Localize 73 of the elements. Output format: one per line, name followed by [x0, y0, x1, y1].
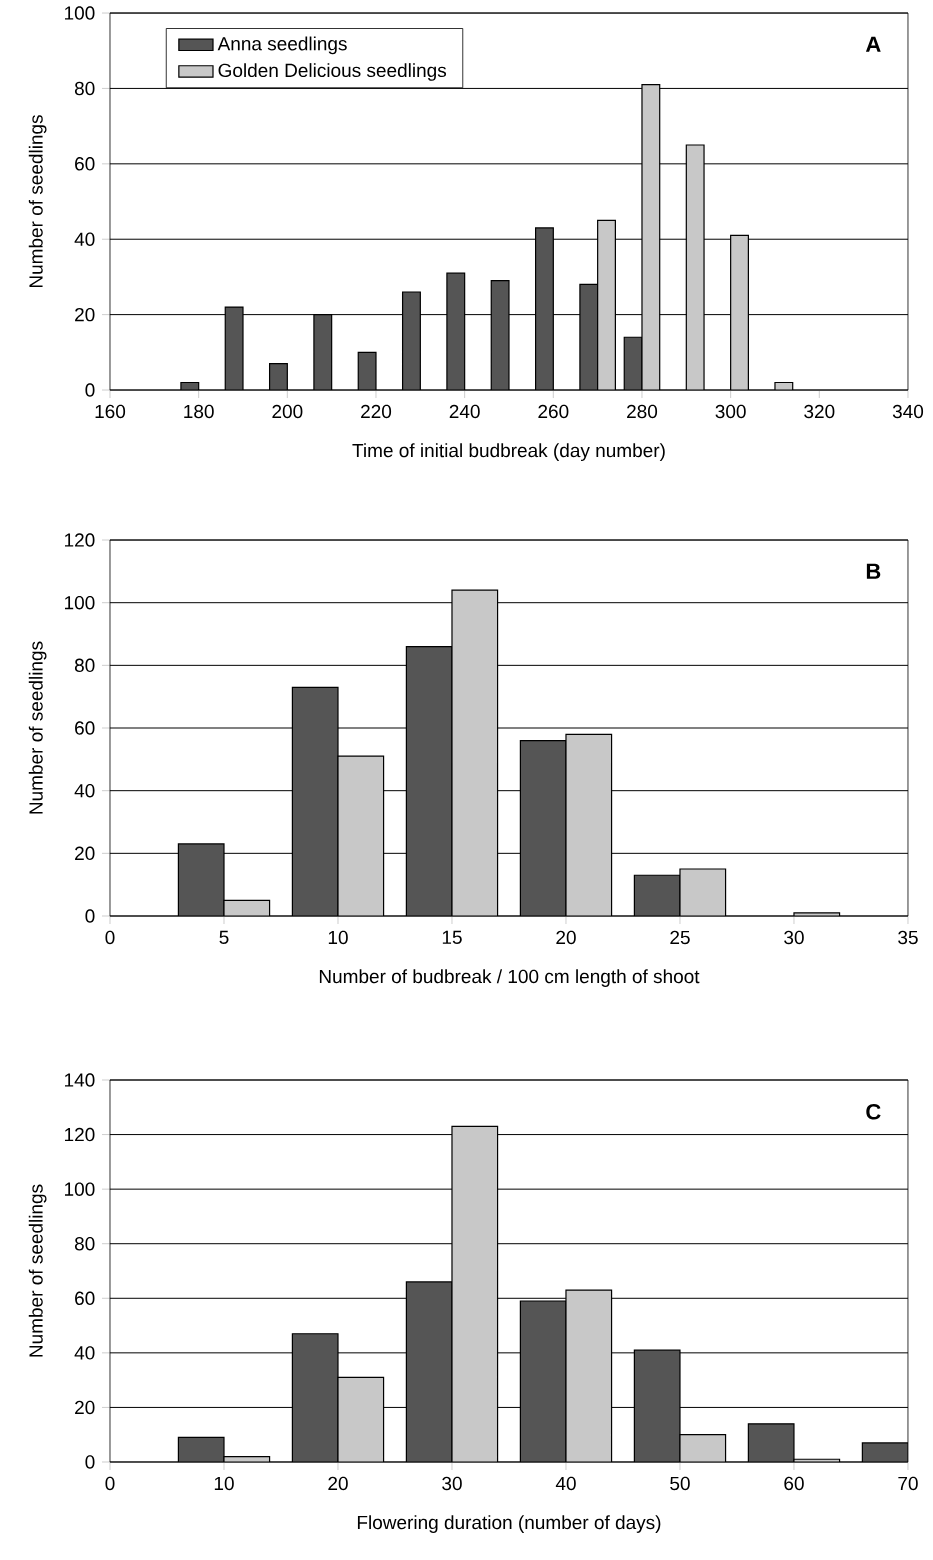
- y-axis-title: Number of seedlings: [28, 115, 47, 288]
- x-tick-label: 35: [898, 930, 918, 945]
- bar: [519, 739, 567, 917]
- x-tick-label: 20: [328, 1476, 348, 1491]
- x-tick-label: 15: [442, 930, 462, 944]
- x-tick-label: 300: [715, 404, 746, 419]
- y-tick-label: 120: [65, 533, 95, 547]
- x-tick-label: 30: [442, 1476, 462, 1491]
- legend-label: Golden Delicious seedlings: [218, 63, 447, 81]
- y-tick-label: 0: [85, 909, 95, 923]
- x-tick-label: 20: [556, 930, 576, 945]
- y-tick-label: 100: [65, 1182, 95, 1196]
- y-tick-label: 20: [75, 307, 95, 322]
- bar: [269, 363, 288, 391]
- x-tick-label: 10: [214, 1476, 234, 1491]
- y-tick-label: 20: [75, 1400, 95, 1415]
- y-tick-label: 0: [85, 383, 95, 397]
- bar: [565, 1289, 613, 1462]
- x-tick-label: 260: [538, 404, 569, 419]
- y-tick-label: 20: [75, 846, 95, 861]
- y-tick-label: 80: [74, 1236, 95, 1251]
- bar: [451, 1125, 499, 1462]
- y-tick-label: 80: [74, 81, 95, 96]
- x-tick-label: 0: [105, 930, 115, 945]
- legend-label: Anna seedlings: [217, 36, 347, 55]
- x-tick-label: 60: [784, 1476, 804, 1491]
- x-tick-label: 340: [892, 404, 924, 419]
- bar: [405, 645, 453, 917]
- bar: [730, 234, 749, 391]
- x-tick-label: 40: [555, 1476, 576, 1491]
- bar: [641, 84, 661, 391]
- y-tick-label: 60: [75, 721, 95, 735]
- x-tick-label: 50: [670, 1476, 690, 1491]
- x-tick-label: 200: [272, 404, 303, 419]
- y-tick-label: 60: [75, 1291, 95, 1306]
- annotation: C: [866, 1103, 881, 1120]
- y-tick-label: 120: [65, 1127, 95, 1142]
- bar: [679, 1434, 727, 1462]
- x-axis-title: Time of initial budbreak (day number): [352, 443, 665, 461]
- bar: [291, 686, 339, 917]
- y-tick-label: 140: [65, 1073, 95, 1087]
- y-tick-label: 100: [65, 595, 95, 610]
- x-tick-label: 0: [105, 1476, 115, 1491]
- x-tick-label: 5: [219, 930, 229, 944]
- bar: [402, 291, 421, 391]
- annotation: A: [865, 36, 881, 52]
- bar: [337, 1376, 385, 1462]
- y-tick-label: 100: [65, 6, 95, 20]
- x-tick-label: 25: [670, 930, 690, 945]
- y-tick-label: 80: [74, 658, 95, 673]
- bar: [535, 227, 554, 391]
- y-tick-label: 40: [74, 783, 95, 798]
- x-tick-label: 280: [627, 404, 658, 419]
- x-axis-title: Number of budbreak / 100 cm length of shoot: [319, 969, 700, 987]
- x-tick-label: 220: [361, 404, 392, 419]
- x-tick-label: 160: [95, 404, 126, 419]
- x-tick-label: 70: [898, 1476, 918, 1491]
- bar: [177, 843, 225, 917]
- y-tick-label: 60: [75, 157, 95, 171]
- x-tick-label: 320: [804, 404, 835, 419]
- y-axis-title: Number of seedlings: [28, 641, 47, 814]
- annotation: B: [866, 563, 881, 579]
- x-tick-label: 30: [784, 930, 804, 945]
- x-tick-label: 240: [449, 404, 480, 419]
- y-tick-label: 0: [85, 1455, 95, 1469]
- x-axis-title: Flowering duration (number of days): [357, 1515, 661, 1533]
- bar: [633, 874, 681, 917]
- y-tick-label: 40: [74, 232, 95, 246]
- y-axis-title: Number of seedlings: [28, 1184, 47, 1357]
- x-tick-label: 10: [328, 930, 348, 945]
- y-tick-label: 40: [74, 1346, 95, 1360]
- x-tick-label: 180: [184, 404, 214, 419]
- bar: [597, 219, 616, 391]
